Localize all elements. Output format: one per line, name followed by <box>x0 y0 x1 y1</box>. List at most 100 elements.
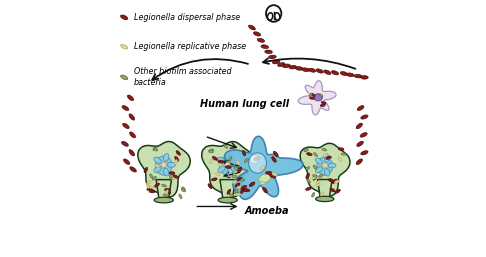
Ellipse shape <box>169 175 172 179</box>
Ellipse shape <box>234 190 238 193</box>
Ellipse shape <box>122 106 129 111</box>
Ellipse shape <box>232 175 237 178</box>
Ellipse shape <box>227 189 231 194</box>
Ellipse shape <box>322 149 327 151</box>
Ellipse shape <box>338 148 344 151</box>
Ellipse shape <box>338 157 342 161</box>
Ellipse shape <box>129 114 135 120</box>
Ellipse shape <box>254 157 260 160</box>
Ellipse shape <box>146 184 149 188</box>
Polygon shape <box>225 136 303 199</box>
Ellipse shape <box>273 60 280 64</box>
Ellipse shape <box>354 74 362 78</box>
Ellipse shape <box>127 95 134 101</box>
Ellipse shape <box>323 153 328 157</box>
Ellipse shape <box>243 189 250 192</box>
Ellipse shape <box>153 148 158 151</box>
Ellipse shape <box>313 175 317 180</box>
Ellipse shape <box>153 147 157 150</box>
Ellipse shape <box>237 177 242 181</box>
Ellipse shape <box>315 183 320 186</box>
Ellipse shape <box>162 184 166 187</box>
Ellipse shape <box>243 150 245 156</box>
Text: Legionella dispersal phase: Legionella dispersal phase <box>134 13 240 22</box>
Ellipse shape <box>329 179 334 182</box>
Ellipse shape <box>122 141 128 146</box>
Ellipse shape <box>272 157 276 162</box>
Ellipse shape <box>225 162 230 167</box>
Ellipse shape <box>356 123 363 129</box>
Ellipse shape <box>356 159 363 164</box>
Ellipse shape <box>341 153 346 155</box>
Ellipse shape <box>361 115 368 119</box>
Ellipse shape <box>218 160 224 163</box>
Ellipse shape <box>208 150 213 153</box>
Ellipse shape <box>257 38 264 42</box>
Ellipse shape <box>310 97 314 99</box>
Ellipse shape <box>123 159 130 164</box>
Ellipse shape <box>269 55 276 59</box>
Ellipse shape <box>319 174 323 178</box>
Ellipse shape <box>311 93 315 97</box>
Ellipse shape <box>182 187 186 191</box>
Ellipse shape <box>156 156 172 175</box>
Ellipse shape <box>219 156 236 175</box>
Ellipse shape <box>154 166 161 172</box>
Polygon shape <box>300 143 350 196</box>
Ellipse shape <box>360 133 367 137</box>
Ellipse shape <box>173 175 178 178</box>
Ellipse shape <box>361 76 368 79</box>
Ellipse shape <box>270 174 276 178</box>
Ellipse shape <box>150 174 153 178</box>
Ellipse shape <box>176 151 180 155</box>
Ellipse shape <box>289 65 296 69</box>
Ellipse shape <box>218 166 225 172</box>
Ellipse shape <box>249 182 255 187</box>
Ellipse shape <box>248 25 255 30</box>
Ellipse shape <box>312 177 317 179</box>
Ellipse shape <box>308 68 316 72</box>
Ellipse shape <box>165 188 170 191</box>
Ellipse shape <box>215 173 221 175</box>
Ellipse shape <box>295 67 303 70</box>
Ellipse shape <box>357 141 364 146</box>
Ellipse shape <box>237 186 242 189</box>
Ellipse shape <box>265 171 272 175</box>
Ellipse shape <box>322 163 327 168</box>
Ellipse shape <box>147 187 152 190</box>
Text: Amoeba: Amoeba <box>245 206 290 216</box>
Ellipse shape <box>179 194 182 199</box>
Ellipse shape <box>181 188 185 192</box>
Ellipse shape <box>309 94 312 96</box>
Ellipse shape <box>315 158 322 164</box>
Ellipse shape <box>224 144 227 148</box>
Ellipse shape <box>154 157 161 163</box>
Ellipse shape <box>155 164 159 168</box>
Ellipse shape <box>260 182 265 184</box>
Ellipse shape <box>149 190 155 193</box>
Text: Human lung cell: Human lung cell <box>200 99 289 109</box>
Ellipse shape <box>319 94 323 96</box>
Ellipse shape <box>361 151 368 155</box>
Ellipse shape <box>278 63 285 67</box>
Ellipse shape <box>312 192 315 197</box>
Ellipse shape <box>321 102 326 104</box>
Ellipse shape <box>235 183 240 187</box>
Ellipse shape <box>253 32 260 36</box>
Ellipse shape <box>226 166 231 168</box>
Ellipse shape <box>283 64 290 68</box>
Ellipse shape <box>238 167 242 173</box>
Ellipse shape <box>121 75 128 80</box>
Ellipse shape <box>212 157 217 160</box>
Ellipse shape <box>314 94 323 101</box>
Ellipse shape <box>167 189 171 194</box>
Ellipse shape <box>218 157 225 163</box>
Ellipse shape <box>265 50 272 54</box>
Ellipse shape <box>144 167 148 173</box>
Ellipse shape <box>316 180 320 184</box>
Ellipse shape <box>167 162 175 167</box>
Ellipse shape <box>306 187 311 190</box>
Ellipse shape <box>330 188 335 192</box>
Ellipse shape <box>320 104 325 107</box>
Ellipse shape <box>304 149 309 152</box>
